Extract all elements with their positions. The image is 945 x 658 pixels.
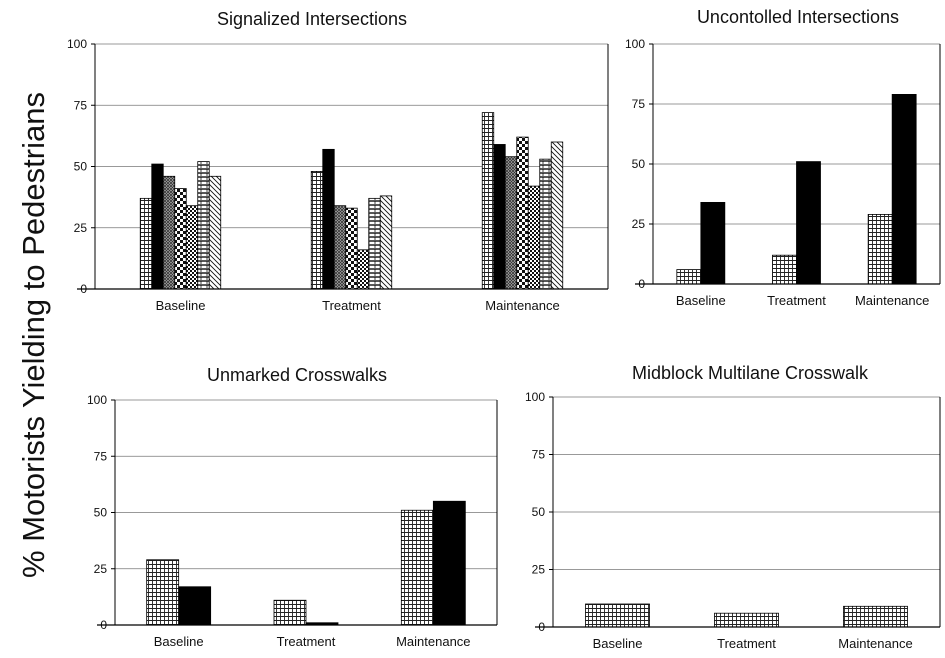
bar-solid-maintenance	[432, 500, 466, 626]
chart-title: Unmarked Crosswalks	[207, 365, 387, 385]
bar-checker-treatment	[345, 207, 358, 290]
bar-grid-treatment	[772, 254, 797, 285]
y-tick-label: 75	[94, 449, 108, 463]
bar-solid-treatment	[796, 161, 821, 285]
x-category-label: Baseline	[676, 293, 726, 308]
bar-grid-maintenance	[867, 213, 893, 285]
bar-dense-cross-maintenance	[504, 156, 518, 290]
x-category-label: Maintenance	[396, 634, 470, 649]
bar-grid-treatment	[714, 612, 779, 628]
bar-dense-cross-baseline	[162, 175, 176, 290]
x-category-label: Treatment	[767, 293, 826, 308]
chart-title: Midblock Multilane Crosswalk	[632, 363, 869, 383]
y-tick-label: 25	[94, 562, 108, 576]
y-tick-label: 75	[632, 97, 646, 111]
chart-panel-4: Midblock Multilane Crosswalk0255075100Ba…	[525, 363, 941, 651]
y-tick-label: 75	[74, 98, 88, 112]
bar-diagonal-baseline	[208, 175, 222, 290]
x-category-label: Treatment	[322, 298, 381, 313]
y-tick-label: 100	[525, 390, 545, 404]
bar-solid-maintenance	[891, 94, 917, 285]
chart-panel-1: Signalized Intersections0255075100Baseli…	[67, 9, 609, 313]
y-tick-label: 25	[74, 221, 88, 235]
y-tick-label: 50	[532, 505, 546, 519]
bar-dense-cross-treatment	[333, 205, 347, 290]
bar-checker-maintenance	[516, 136, 529, 290]
y-tick-label: 100	[67, 37, 87, 51]
bar-grid-baseline	[676, 269, 702, 285]
x-category-label: Baseline	[156, 298, 206, 313]
bar-solid-baseline	[700, 201, 726, 285]
bar-hstripe-baseline	[197, 161, 210, 290]
bar-grid-treatment	[273, 599, 307, 626]
x-category-label: Treatment	[717, 636, 776, 651]
bar-fine-check-baseline	[185, 205, 199, 290]
x-category-label: Baseline	[593, 636, 643, 651]
y-tick-label: 100	[87, 393, 107, 407]
bar-diagonal-maintenance	[550, 141, 564, 290]
bar-hstripe-maintenance	[539, 158, 552, 290]
bar-solid-treatment	[322, 148, 335, 290]
bar-solid-baseline	[151, 163, 164, 290]
y-tick-label: 100	[625, 37, 645, 51]
x-category-label: Maintenance	[838, 636, 912, 651]
bar-grid-baseline	[146, 559, 180, 626]
bar-grid-maintenance	[481, 112, 495, 290]
figure-y-axis-label: % Motorists Yielding to Pedestrians	[16, 92, 51, 578]
bar-grid-baseline	[585, 603, 650, 628]
bar-grid-baseline	[139, 197, 153, 290]
x-category-label: Maintenance	[485, 298, 559, 313]
bar-grid-maintenance	[843, 605, 908, 628]
bar-fine-check-treatment	[356, 249, 370, 290]
bar-grid-maintenance	[400, 509, 434, 626]
y-tick-label: 50	[74, 160, 88, 174]
bar-hstripe-treatment	[368, 197, 381, 290]
y-tick-label: 50	[94, 506, 108, 520]
x-category-label: Maintenance	[855, 293, 929, 308]
x-category-label: Treatment	[277, 634, 336, 649]
bar-fine-check-maintenance	[527, 185, 541, 290]
bar-solid-maintenance	[493, 144, 506, 290]
y-tick-label: 75	[532, 448, 546, 462]
y-tick-label: 25	[532, 563, 546, 577]
y-tick-label: 50	[632, 157, 646, 171]
bar-checker-baseline	[174, 188, 187, 290]
bar-solid-baseline	[178, 586, 212, 626]
chart-panel-2: Uncontolled Intersections0255075100Basel…	[625, 7, 941, 308]
bar-diagonal-treatment	[379, 195, 393, 290]
y-tick-label: 25	[632, 217, 646, 231]
chart-title: Signalized Intersections	[217, 9, 407, 29]
bar-grid-treatment	[310, 170, 324, 290]
x-category-label: Baseline	[154, 634, 204, 649]
chart-title: Uncontolled Intersections	[697, 7, 899, 27]
